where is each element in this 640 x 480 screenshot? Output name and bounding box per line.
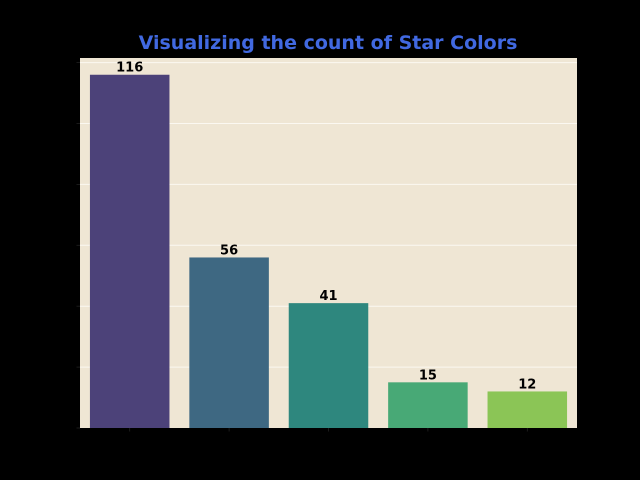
data-label-0: 116 — [116, 61, 143, 76]
data-label-4: 12 — [518, 377, 536, 392]
data-label-3: 15 — [419, 368, 437, 383]
bars — [89, 74, 568, 429]
chart-title: Visualizing the count of Star Colors — [139, 32, 518, 54]
data-labels: 116 56 41 15 12 — [116, 61, 536, 393]
bar-3 — [388, 382, 468, 428]
axis-ticks — [76, 62, 528, 432]
bar-4 — [487, 391, 568, 428]
bar-1 — [189, 257, 269, 428]
data-label-1: 56 — [220, 243, 238, 258]
data-label-2: 41 — [319, 289, 337, 304]
bar-2 — [288, 303, 369, 428]
bar-0 — [89, 74, 170, 429]
